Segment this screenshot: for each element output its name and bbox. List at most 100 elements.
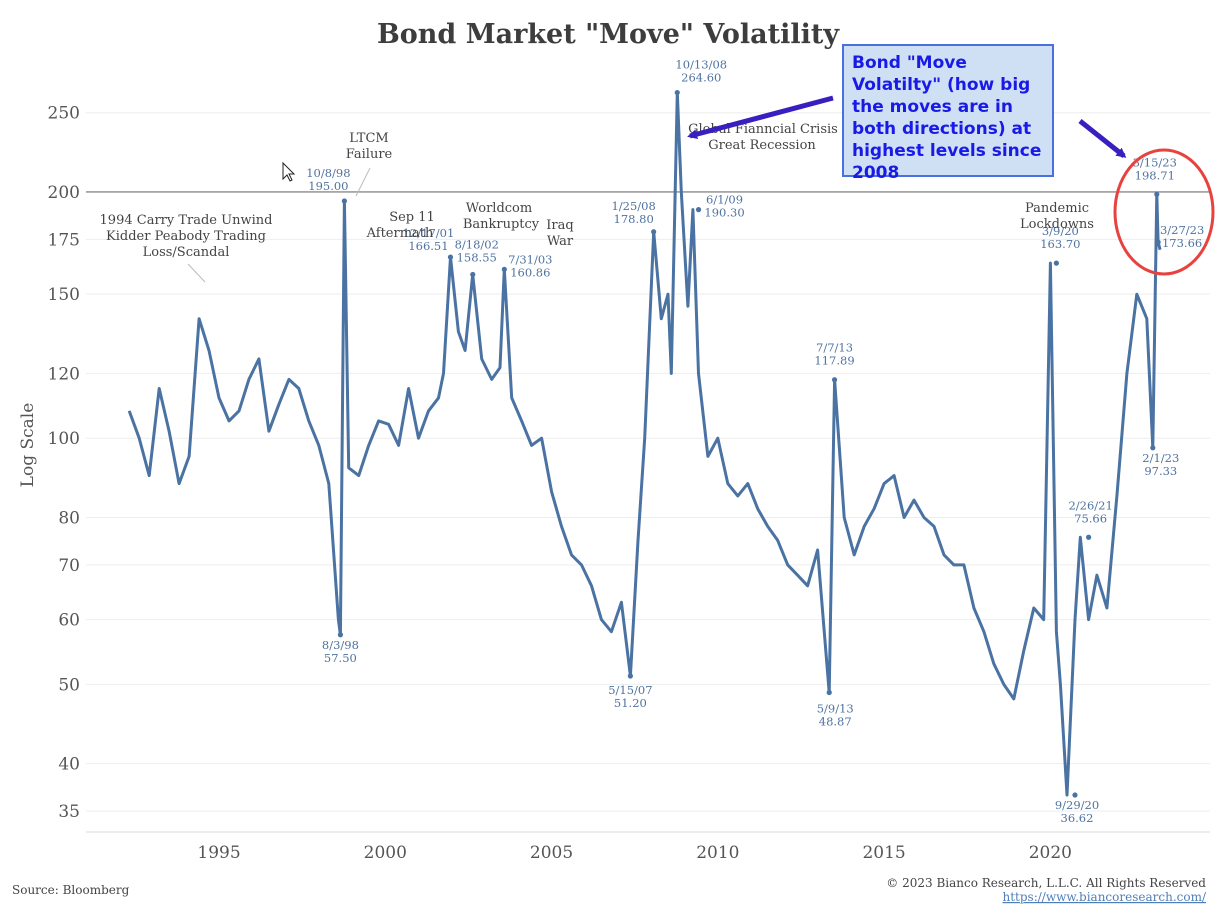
y-tick-label: 60 xyxy=(58,611,80,631)
point-value-label: 57.50 xyxy=(324,651,357,665)
point-date-label: 3/9/20 xyxy=(1042,224,1079,238)
point-marker xyxy=(651,229,657,235)
cursor-icon xyxy=(282,161,296,182)
event-1994-carry-trade: 1994 Carry Trade Unwind Kidder Peabody T… xyxy=(100,213,273,283)
point-value-label: 264.60 xyxy=(681,71,721,85)
x-tick-label: 2020 xyxy=(1029,843,1072,863)
event-line: Aftermath xyxy=(366,226,434,241)
event-worldcom: Worldcom Bankruptcy xyxy=(463,201,540,232)
point-date-label: 1/25/08 xyxy=(611,199,655,213)
x-tick-label: 2015 xyxy=(862,843,905,863)
event-iraq-war: Iraq War xyxy=(546,218,574,249)
point-markers xyxy=(337,89,1161,798)
x-tick-label: 1995 xyxy=(197,843,240,863)
event-line: 1994 Carry Trade Unwind xyxy=(100,213,273,228)
point-value-label: 173.66 xyxy=(1162,236,1202,250)
point-date-label: 2/1/23 xyxy=(1142,451,1179,465)
point-marker xyxy=(501,266,507,272)
point-marker xyxy=(627,673,633,679)
point-date-label: 7/7/13 xyxy=(816,341,853,355)
y-tick-label: 35 xyxy=(58,802,80,822)
point-marker xyxy=(337,632,343,638)
y-tick-label: 175 xyxy=(48,230,80,250)
point-value-label: 163.70 xyxy=(1040,237,1080,251)
y-tick-label: 70 xyxy=(58,556,80,576)
y-axis-ticks: 35 40 50 60 70 80 100 120 150 175 200 250 xyxy=(48,104,80,822)
event-line: Lockdowns xyxy=(1020,217,1094,232)
point-value-label: 160.86 xyxy=(510,265,550,279)
event-line: Iraq xyxy=(546,218,573,233)
point-value-label: 117.89 xyxy=(814,354,854,368)
point-value-label: 97.33 xyxy=(1144,464,1177,478)
point-value-label: 190.30 xyxy=(704,206,744,220)
event-pandemic-lockdowns: Pandemic Lockdowns xyxy=(1020,201,1094,232)
point-date-label: 6/1/09 xyxy=(706,193,743,207)
point-date-label: 12/17/01 xyxy=(403,226,455,240)
event-line: Worldcom xyxy=(466,201,532,216)
event-line: Sep 11 xyxy=(389,210,435,225)
x-axis-ticks: 1995 2000 2005 2010 2015 2020 xyxy=(197,843,1072,863)
y-tick-label: 80 xyxy=(58,508,80,528)
point-marker xyxy=(826,689,832,696)
event-sep-11: Sep 11 Aftermath xyxy=(366,210,435,241)
y-tick-label: 150 xyxy=(48,285,80,305)
point-marker xyxy=(1053,260,1059,266)
point-marker xyxy=(674,89,680,96)
point-date-label: 3/15/23 xyxy=(1133,155,1177,169)
point-value-label: 195.00 xyxy=(308,179,348,193)
event-line: Kidder Peabody Trading xyxy=(106,229,266,244)
event-line: War xyxy=(547,234,574,249)
annotation-arrow-left xyxy=(687,95,834,140)
annotation-box: Bond "Move Volatilty" (how big the moves… xyxy=(842,44,1054,183)
point-value-label: 178.80 xyxy=(614,212,654,226)
y-tick-label: 200 xyxy=(48,183,80,203)
x-tick-label: 2010 xyxy=(696,843,739,863)
event-line: LTCM xyxy=(349,131,389,146)
point-value-label: 166.51 xyxy=(408,239,448,253)
point-date-label: 3/27/23 xyxy=(1160,223,1204,237)
event-line: Pandemic xyxy=(1025,201,1089,216)
point-value-label: 198.71 xyxy=(1135,168,1175,182)
point-date-label: 9/29/20 xyxy=(1055,798,1099,812)
y-tick-label: 250 xyxy=(48,104,80,124)
point-date-label: 5/15/07 xyxy=(608,683,652,697)
point-date-label: 5/9/13 xyxy=(817,702,854,716)
point-marker xyxy=(1155,239,1161,245)
highlight-circle xyxy=(1113,148,1215,276)
point-marker xyxy=(1072,792,1078,798)
event-line: Great Recession xyxy=(708,138,816,153)
point-value-label: 36.62 xyxy=(1061,811,1094,825)
chart-title: Bond Market "Move" Volatility xyxy=(377,19,840,50)
copyright-note: © 2023 Bianco Research, L.L.C. All Right… xyxy=(886,876,1206,890)
point-marker xyxy=(695,207,702,213)
point-marker xyxy=(447,254,454,260)
point-marker xyxy=(341,198,347,204)
point-marker xyxy=(831,377,838,383)
move-index-line xyxy=(127,91,1162,797)
point-date-label: 2/26/21 xyxy=(1068,498,1112,512)
website-link[interactable]: https://www.biancoresearch.com/ xyxy=(1002,890,1206,904)
point-value-label: 158.55 xyxy=(457,250,497,264)
y-tick-label: 50 xyxy=(58,675,80,695)
y-tick-label: 40 xyxy=(58,755,80,775)
point-marker xyxy=(1150,445,1156,451)
event-line: Bankruptcy xyxy=(463,217,540,232)
y-tick-label: 100 xyxy=(48,429,80,449)
series-layer xyxy=(127,91,1162,797)
event-line: Failure xyxy=(346,147,393,162)
point-date-label: 8/3/98 xyxy=(322,638,359,652)
point-value-label: 48.87 xyxy=(819,715,852,729)
event-leader-line xyxy=(355,167,371,197)
annotation-arrow-right xyxy=(1078,119,1127,158)
event-global-financial-crisis: Global Fianncial Crisis Great Recession xyxy=(688,122,838,153)
event-leader-line xyxy=(187,263,206,283)
point-marker xyxy=(1086,534,1092,540)
point-value-label: 75.66 xyxy=(1074,511,1107,525)
event-line: Loss/Scandal xyxy=(143,245,230,260)
point-value-label: 51.20 xyxy=(614,696,647,710)
point-marker xyxy=(1154,191,1160,197)
source-note: Source: Bloomberg xyxy=(12,883,130,897)
annotation-text: Bond "Move Volatilty" (how big the moves… xyxy=(852,53,1042,183)
